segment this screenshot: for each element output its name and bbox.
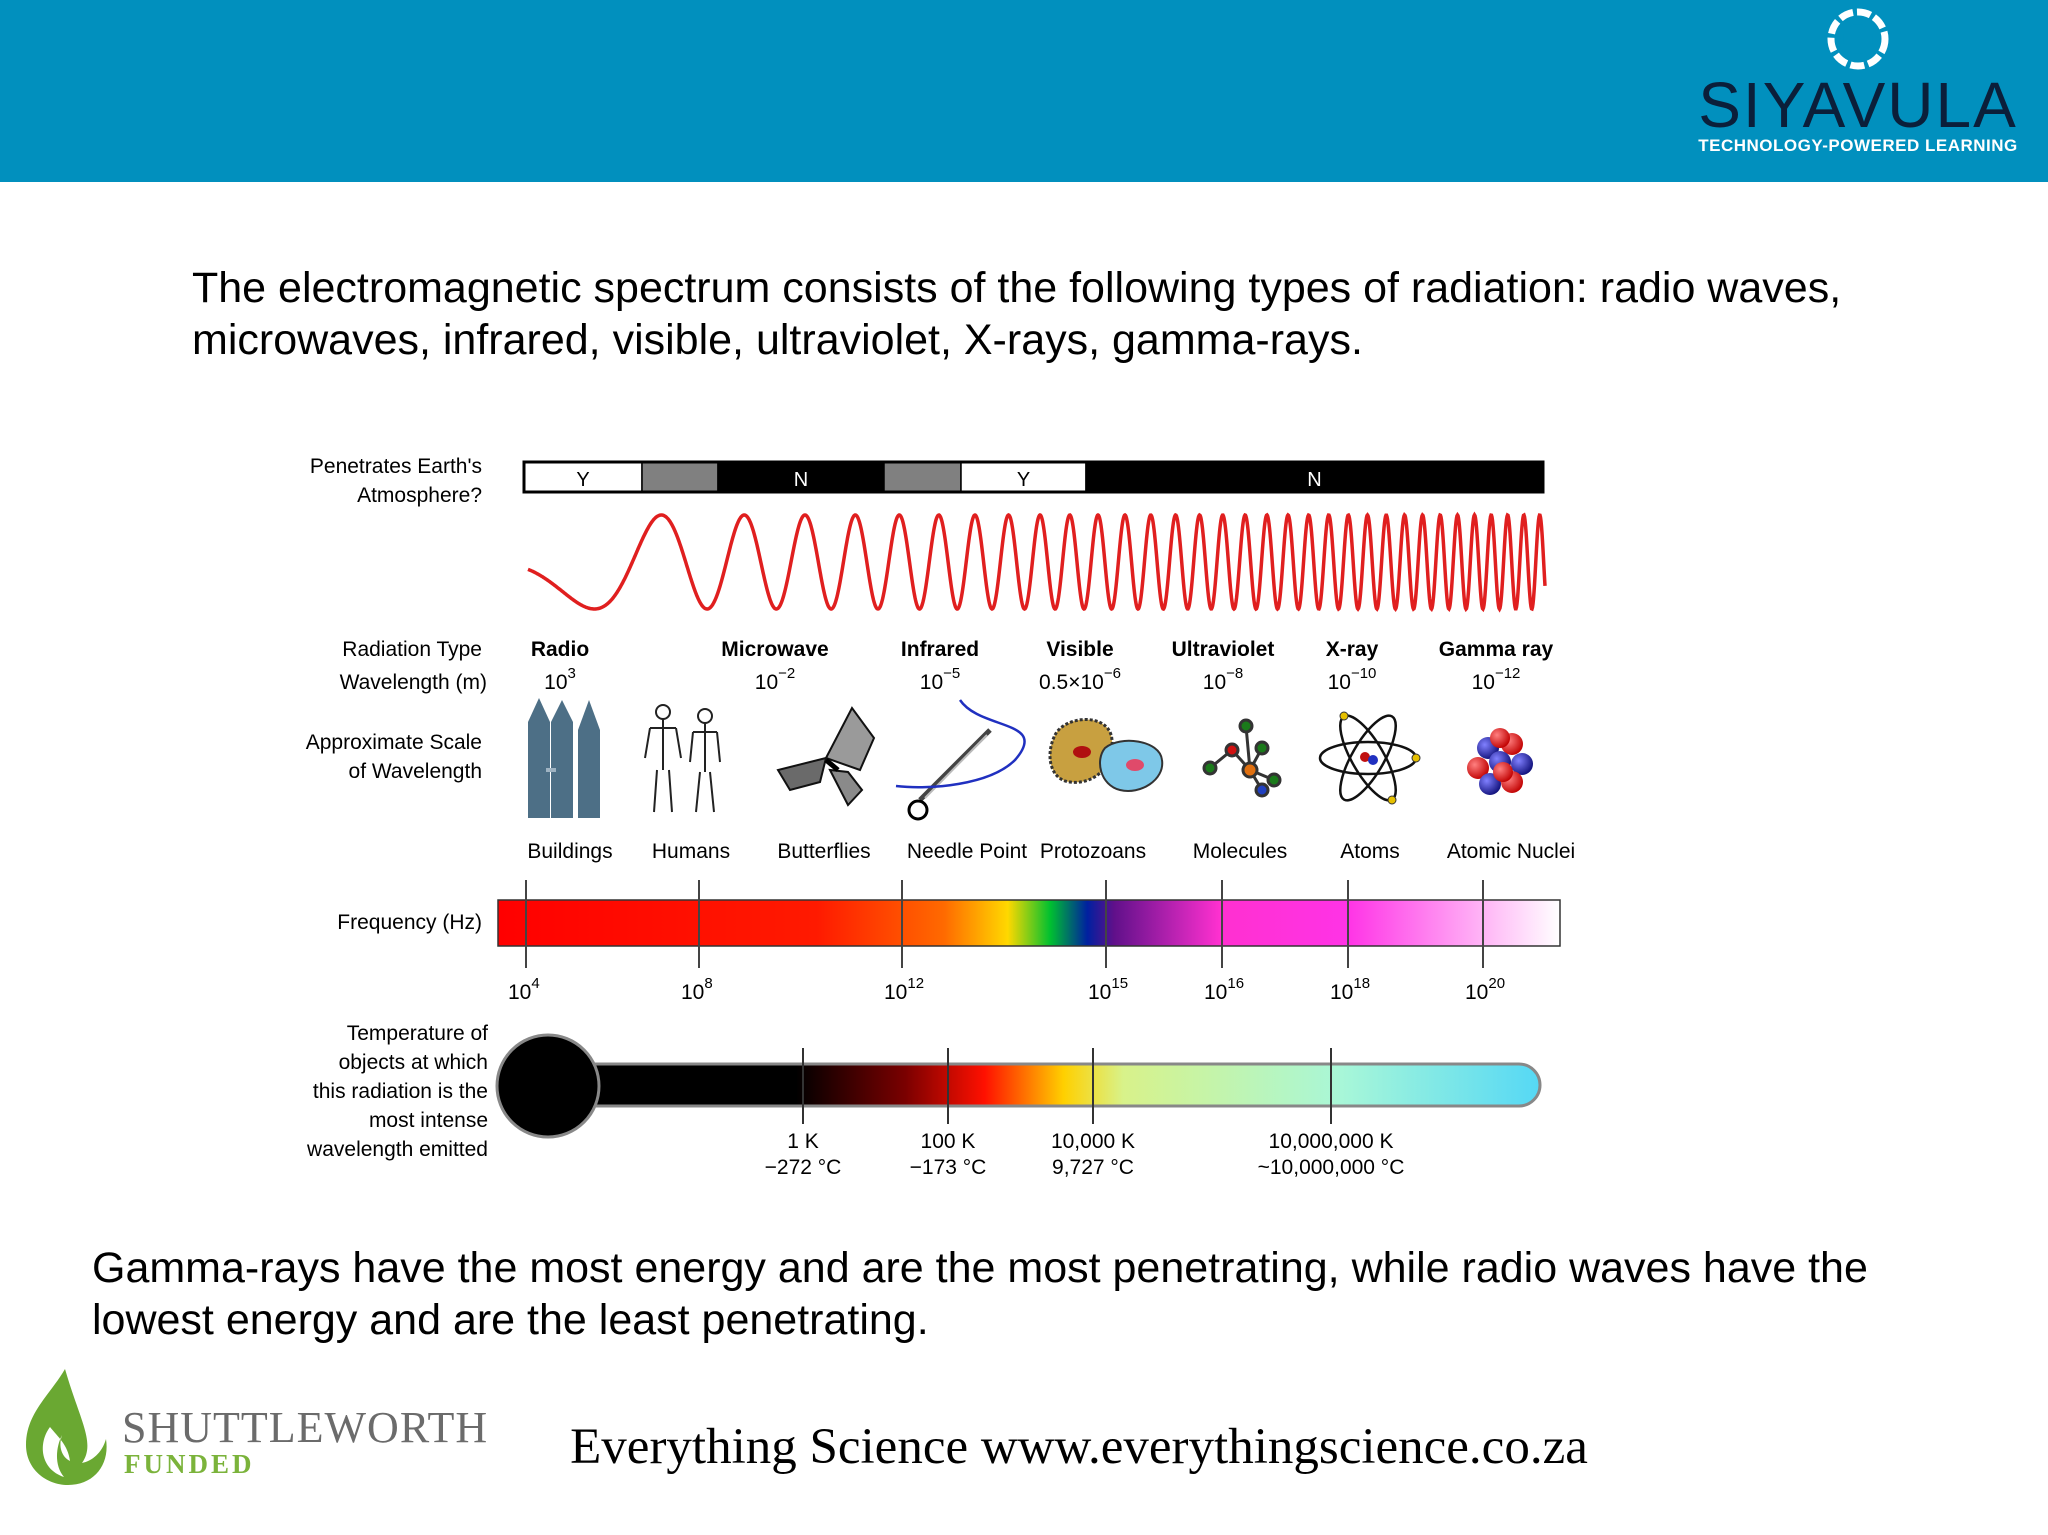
scale-label: Needle Point — [907, 840, 1027, 863]
scale-icons — [528, 698, 1533, 821]
frequency-tick-label: 1020 — [1465, 975, 1505, 1004]
protozoan-icon — [1048, 718, 1164, 792]
frequency-bar: 104 108 1012 1015 1016 1018 1020 — [497, 880, 1561, 1004]
wavelength-value: 10−2 — [755, 665, 795, 694]
header-bar: SIYAVULA TECHNOLOGY-POWERED LEARNING — [0, 0, 2048, 182]
radiation-type-name: Ultraviolet — [1172, 638, 1275, 661]
label-wavelength: Wavelength (m) — [340, 671, 487, 694]
scale-label: Butterflies — [777, 840, 870, 863]
label-radiation-type: Radiation Type — [342, 638, 482, 661]
label-temp-3: this radiation is the — [313, 1080, 488, 1103]
shuttleworth-logo[interactable]: SHUTTLEWORTH FUNDED — [10, 1365, 487, 1490]
radiation-type-name: Radio — [531, 638, 589, 661]
funder-sub: FUNDED — [124, 1449, 255, 1479]
thermometer: 1 K −272 °C 100 K −173 °C 10,000 K 9,727 °C 10… — [495, 1033, 1542, 1179]
atmosphere-segment — [641, 461, 719, 493]
brand-tagline: TECHNOLOGY-POWERED LEARNING — [1698, 136, 2018, 155]
frequency-tick-label: 104 — [508, 975, 540, 1004]
temperature-kelvin: 1 K — [787, 1130, 819, 1153]
scale-label: Humans — [652, 840, 730, 863]
label-penetrates-1: Penetrates Earth's — [310, 455, 482, 478]
label-scale-1: Approximate Scale — [306, 731, 482, 754]
outro-paragraph: Gamma-rays have the most energy and are … — [92, 1244, 1868, 1344]
buildings-icon — [528, 698, 600, 818]
funder-name: SHUTTLEWORTH — [122, 1403, 489, 1452]
atmosphere-segment — [883, 461, 962, 493]
wavelength-value: 10−12 — [1472, 665, 1521, 694]
radiation-type-name: Infrared — [901, 638, 979, 661]
label-temp-4: most intense — [369, 1109, 488, 1132]
atmosphere-label: Y — [576, 469, 589, 491]
wavelength-value: 0.5×10−6 — [1039, 665, 1121, 694]
radiation-type-name: Visible — [1046, 638, 1113, 661]
temperature-kelvin: 10,000 K — [1051, 1130, 1135, 1153]
siyavula-mark-icon — [1827, 8, 1889, 70]
frequency-tick-label: 1012 — [884, 975, 924, 1004]
nucleus-icon — [1467, 728, 1533, 795]
radiation-type-name: X-ray — [1326, 638, 1379, 661]
label-penetrates-2: Atmosphere? — [357, 484, 482, 507]
wavelength-value: 10−10 — [1328, 665, 1377, 694]
frequency-tick-label: 108 — [681, 975, 713, 1004]
atmosphere-label: N — [794, 469, 808, 491]
temperature-kelvin: 100 K — [921, 1130, 976, 1153]
wave-curve — [527, 511, 1547, 613]
needle-icon — [895, 699, 1026, 821]
label-temp-1: Temperature of — [347, 1022, 488, 1045]
label-temp-2: objects at which — [339, 1051, 488, 1074]
butterfly-icon — [776, 706, 876, 807]
wavelength-value: 10−8 — [1203, 665, 1243, 694]
temperature-celsius: −173 °C — [910, 1156, 987, 1179]
radiation-type-name: Microwave — [721, 638, 828, 661]
siyavula-logo[interactable]: SIYAVULA TECHNOLOGY-POWERED LEARNING — [1688, 8, 2028, 168]
scale-label: Protozoans — [1040, 840, 1146, 863]
label-scale-2: of Wavelength — [349, 760, 482, 783]
scale-label: Molecules — [1193, 840, 1288, 863]
radiation-type-name: Gamma ray — [1439, 638, 1554, 661]
frequency-tick-label: 1015 — [1088, 975, 1128, 1004]
frequency-tick-label: 1016 — [1204, 975, 1244, 1004]
humans-icon — [644, 704, 721, 813]
site-footer-text[interactable]: Everything Science www.everythingscience… — [570, 1419, 1588, 1475]
atmosphere-segment — [1085, 461, 1544, 493]
frequency-tick-label: 1018 — [1330, 975, 1370, 1004]
scale-label: Buildings — [527, 840, 612, 863]
label-temp-5: wavelength emitted — [306, 1138, 488, 1161]
wavelength-value: 10−5 — [920, 665, 960, 694]
temperature-celsius: −272 °C — [765, 1156, 842, 1179]
temperature-kelvin: 10,000,000 K — [1269, 1130, 1394, 1153]
molecule-icon — [1202, 718, 1282, 798]
wavelength-value: 103 — [544, 665, 576, 694]
scale-label: Atoms — [1340, 840, 1400, 863]
temperature-celsius: 9,727 °C — [1052, 1156, 1134, 1179]
brand-name: SIYAVULA — [1698, 69, 2018, 141]
scale-label: Atomic Nuclei — [1447, 840, 1575, 863]
temperature-celsius: ~10,000,000 °C — [1258, 1156, 1405, 1179]
atom-icon — [1318, 711, 1421, 805]
intro-paragraph: The electromagnetic spectrum consists of… — [192, 264, 1842, 364]
atmosphere-label: Y — [1017, 469, 1030, 491]
label-frequency: Frequency (Hz) — [337, 911, 482, 934]
flame-icon — [26, 1369, 107, 1485]
atmosphere-label: N — [1307, 469, 1321, 491]
